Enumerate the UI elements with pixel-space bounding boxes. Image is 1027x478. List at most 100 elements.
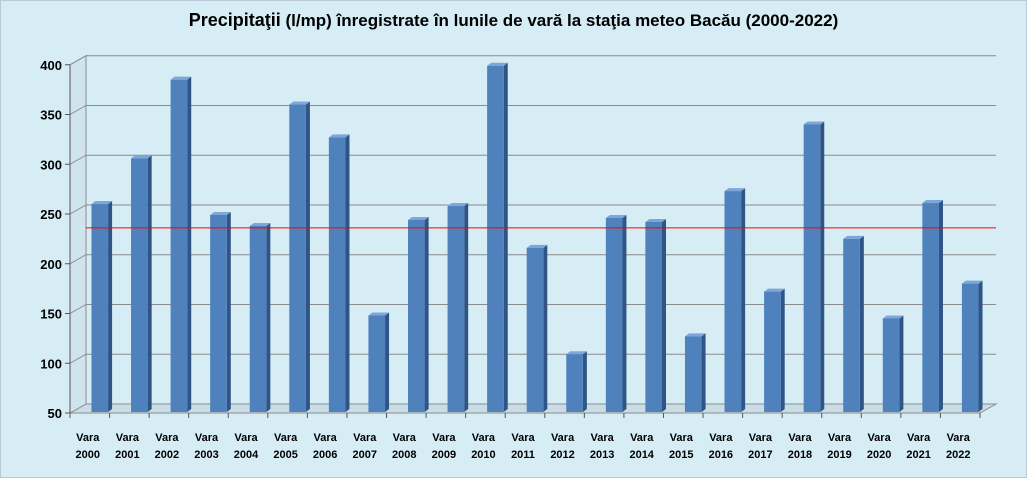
bar [566,354,583,412]
x-tick-label: Vara 2013 [590,432,615,461]
x-tick-label: Vara 2019 [827,432,852,461]
bar [131,158,148,412]
bar-side [662,218,667,412]
gridline [69,304,996,314]
bar-top [170,76,192,80]
x-tick-label: Vara 2005 [273,432,298,461]
x-tick-label: Vara 2002 [155,432,180,461]
y-tick-label: 50 [48,406,62,421]
x-tick-label: Vara 2020 [867,432,892,461]
bar-side [820,121,825,412]
bar-top [407,216,429,220]
bar-top [961,280,983,284]
bar-side [701,333,706,412]
bar-top [645,218,667,222]
y-tick-label: 200 [40,257,62,272]
x-tick-label: Vara 2021 [906,432,931,461]
y-tick-label: 400 [40,58,62,73]
bar-top [447,203,469,207]
bar [843,238,860,412]
bar-top [328,134,350,138]
chart-title-main: Precipitaţii [188,10,281,30]
bar-side [305,101,310,413]
bar [764,291,781,412]
bar-side [424,216,429,412]
bar-side [582,351,587,412]
bar-top [249,222,271,226]
bar [961,283,979,412]
bar-side [938,200,943,412]
x-tick-label: Vara 2016 [709,432,734,461]
bar-side [345,134,350,412]
x-tick-label: Vara 2015 [669,432,694,461]
x-tick-label: Vara 2007 [352,432,377,461]
bar-side [464,203,469,412]
bar-side [187,76,192,413]
bar [407,219,425,412]
x-tick-label: Vara 2012 [550,432,575,461]
bar-side [108,201,113,412]
bar-top [764,288,785,292]
bar [922,203,939,412]
bar [487,65,504,413]
bar [249,225,267,412]
y-tick-label: 300 [40,157,62,172]
x-tick-label: Vara 2000 [76,432,101,461]
bar [645,221,663,412]
bar-top [131,155,152,159]
x-tick-label: Vara 2010 [471,432,496,461]
x-tick-label: Vara 2018 [788,432,813,461]
bar-top [724,188,746,192]
bar-side [226,211,231,412]
bar-top [566,351,587,355]
x-tick-label: Vara 2001 [115,432,140,461]
plot-side-wall [69,54,87,414]
gridline [69,254,996,265]
x-tick-label: Vara 2003 [194,432,219,461]
bar-top [684,333,706,337]
x-tick-label: Vara 2011 [511,432,535,461]
bar [328,137,346,412]
x-tick-label: Vara 2006 [313,432,338,461]
bar [803,124,821,412]
bar [447,206,465,412]
chart-title-rest: (l/mp) înregistrate în lunile de vară la… [280,11,839,30]
bar [170,79,188,413]
y-tick-label: 100 [40,356,62,371]
bar [526,247,544,412]
gridline [69,204,996,215]
bar-top [91,201,113,205]
x-tick-label: Vara 2017 [748,432,773,461]
bar-side [741,188,746,412]
chart-title: Precipitaţii (l/mp) înregistrate în luni… [0,10,1027,31]
bar-top [803,121,825,125]
bar-top [922,200,943,204]
x-tick-label: Vara 2014 [629,432,654,461]
bar-side [543,244,548,412]
bar-side [385,312,390,412]
x-tick-label: Vara 2009 [432,432,457,461]
y-tick-label: 150 [40,307,62,322]
bar-top [605,214,627,218]
bar [91,204,109,412]
bar-side [622,214,627,412]
x-tick-label: Vara 2008 [392,432,417,461]
bar-top [289,101,310,105]
bar-side [780,288,785,412]
bar-top [882,315,904,319]
bar-top [368,312,390,316]
gridline [69,55,996,66]
bar-top [843,235,864,239]
bar [882,318,900,412]
y-tick-label: 250 [40,207,62,222]
bar [368,315,386,412]
bar-top [526,244,548,248]
y-tick-label: 350 [40,108,62,123]
bar-top [487,62,508,66]
x-tick-label: Vara 2022 [946,432,971,461]
bar [210,214,227,412]
bar [605,217,623,412]
bar [289,104,306,413]
bar-side [978,280,983,412]
